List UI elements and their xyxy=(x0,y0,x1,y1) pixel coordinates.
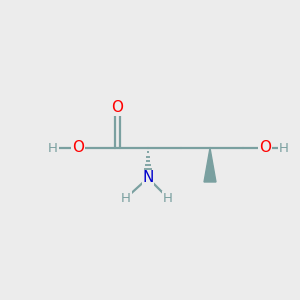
Text: O: O xyxy=(259,140,271,155)
Text: H: H xyxy=(163,191,173,205)
Text: O: O xyxy=(72,140,84,155)
Text: H: H xyxy=(121,191,131,205)
Polygon shape xyxy=(204,148,216,182)
Text: O: O xyxy=(111,100,123,116)
Text: N: N xyxy=(142,170,154,185)
Text: H: H xyxy=(48,142,58,154)
Text: H: H xyxy=(279,142,289,154)
